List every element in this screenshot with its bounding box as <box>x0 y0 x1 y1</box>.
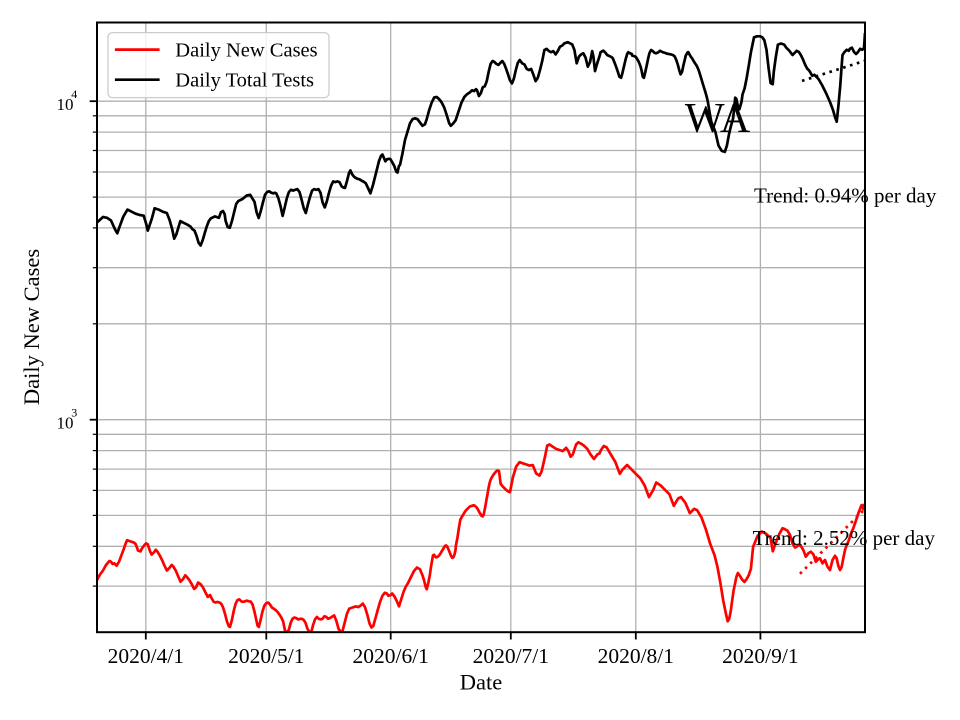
svg-text:2020/5/1: 2020/5/1 <box>228 644 304 668</box>
svg-text:2020/4/1: 2020/4/1 <box>108 644 184 668</box>
svg-text:2020/6/1: 2020/6/1 <box>352 644 428 668</box>
svg-text:Trend: 2.52% per day: Trend: 2.52% per day <box>753 526 936 550</box>
svg-text:2020/8/1: 2020/8/1 <box>598 644 674 668</box>
svg-text:WA: WA <box>685 96 751 142</box>
svg-text:10: 10 <box>57 95 74 114</box>
svg-text:Daily Total Tests: Daily Total Tests <box>175 70 314 92</box>
svg-text:Date: Date <box>460 670 502 695</box>
svg-text:Trend: 0.94% per day: Trend: 0.94% per day <box>754 184 937 208</box>
svg-text:Daily New Cases: Daily New Cases <box>175 39 317 61</box>
svg-text:2020/9/1: 2020/9/1 <box>722 644 798 668</box>
svg-text:4: 4 <box>71 87 77 101</box>
svg-text:10: 10 <box>57 413 74 432</box>
svg-text:3: 3 <box>71 406 77 420</box>
svg-text:Daily New Cases: Daily New Cases <box>19 249 44 405</box>
svg-text:2020/7/1: 2020/7/1 <box>473 644 549 668</box>
